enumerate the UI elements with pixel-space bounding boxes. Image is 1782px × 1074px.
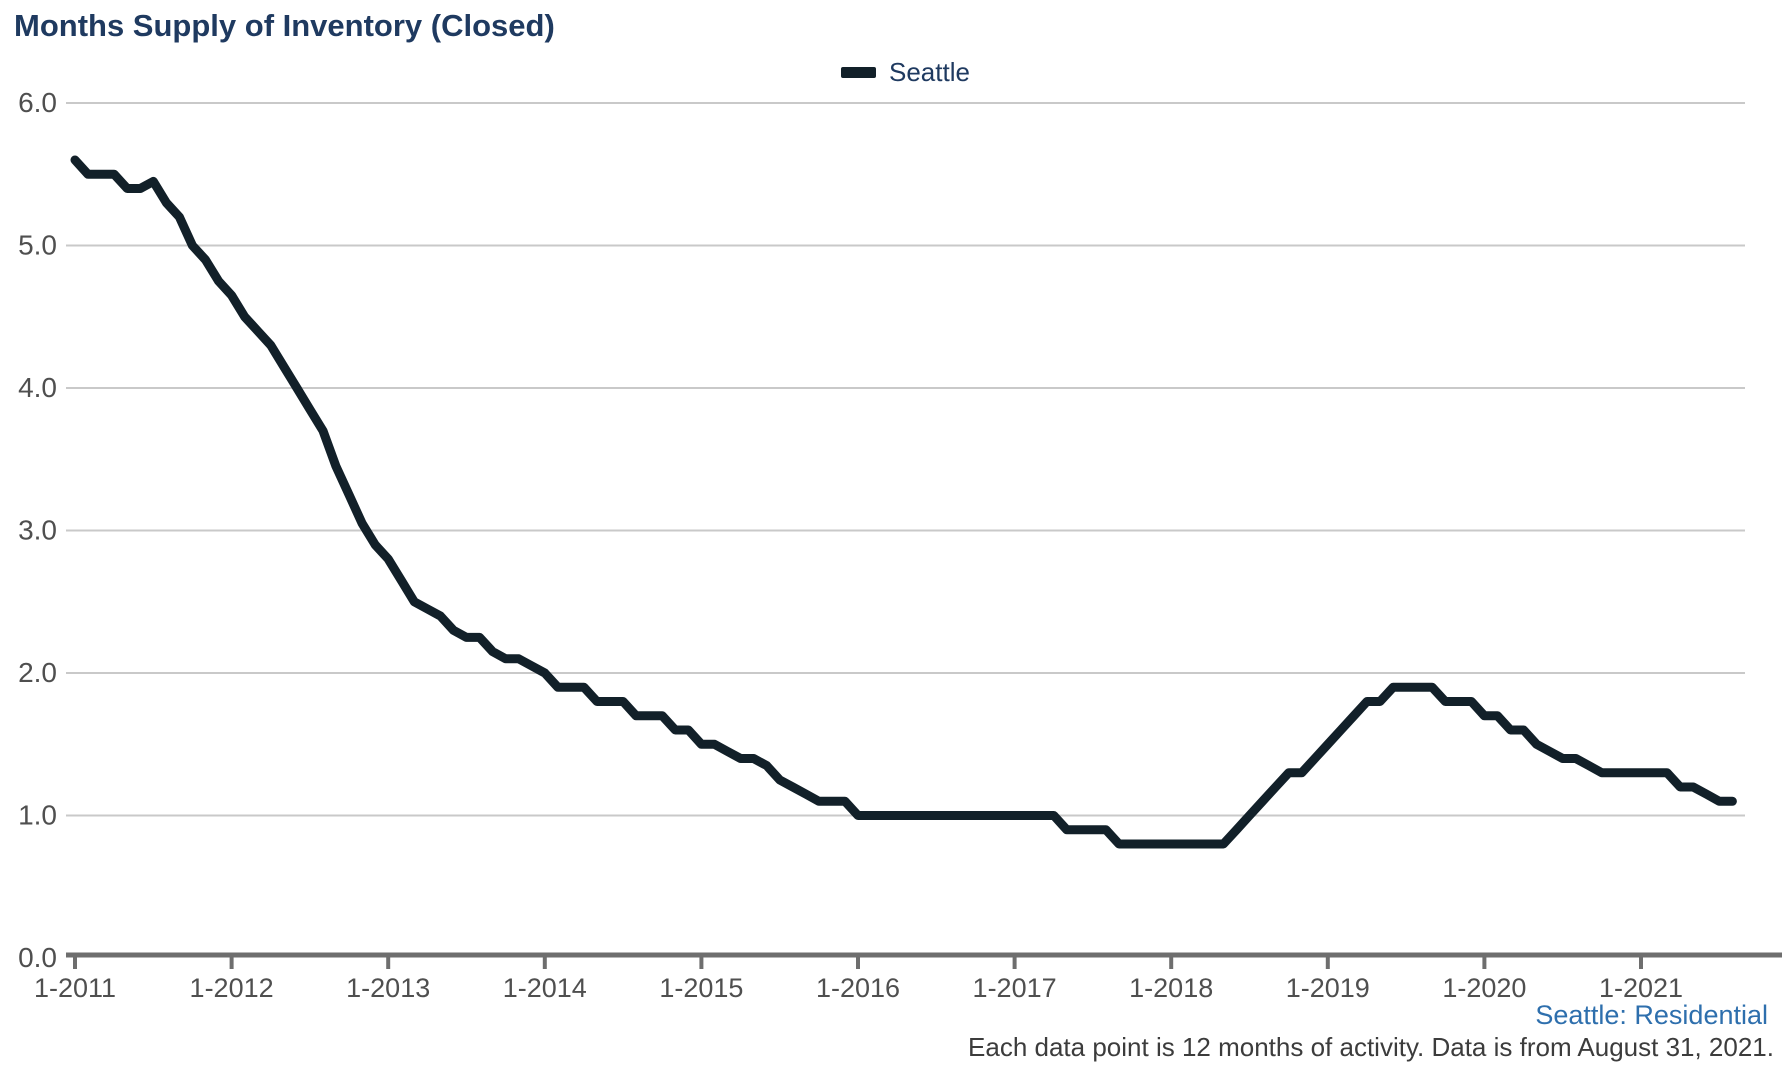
- x-axis-label-1-2018: 1-2018: [1129, 973, 1213, 1003]
- y-axis-label-6.0: 6.0: [18, 87, 57, 118]
- y-axis-label-4.0: 4.0: [18, 372, 57, 403]
- y-axis-label-5.0: 5.0: [18, 230, 57, 261]
- legend-line-swatch: [841, 67, 876, 78]
- x-axis-label-1-2020: 1-2020: [1442, 973, 1526, 1003]
- x-axis-label-1-2011: 1-2011: [34, 973, 116, 1003]
- x-axis-label-1-2014: 1-2014: [503, 973, 587, 1003]
- chart-title: Months Supply of Inventory (Closed): [14, 8, 555, 43]
- x-axis-label-1-2013: 1-2013: [346, 973, 430, 1003]
- y-axis-label-2.0: 2.0: [18, 657, 57, 688]
- x-axis-label-1-2019: 1-2019: [1286, 973, 1370, 1003]
- x-axis-label-1-2015: 1-2015: [659, 973, 743, 1003]
- legend: Seattle: [841, 57, 970, 88]
- footer-series-note: Seattle: Residential: [1535, 1000, 1768, 1030]
- y-axis-label-1.0: 1.0: [18, 800, 57, 831]
- series-line-seattle: [70, 155, 1737, 849]
- legend-label: Seattle: [889, 57, 970, 87]
- footer-data-note: Each data point is 12 months of activity…: [968, 1032, 1774, 1062]
- y-axis-label-0.0: 0.0: [18, 942, 57, 973]
- y-axis-label-3.0: 3.0: [18, 515, 57, 546]
- x-axis-label-1-2012: 1-2012: [190, 973, 274, 1003]
- x-axis-label-1-2021: 1-2021: [1599, 973, 1683, 1003]
- x-axis-label-1-2017: 1-2017: [973, 973, 1057, 1003]
- x-axis-label-1-2016: 1-2016: [816, 973, 900, 1003]
